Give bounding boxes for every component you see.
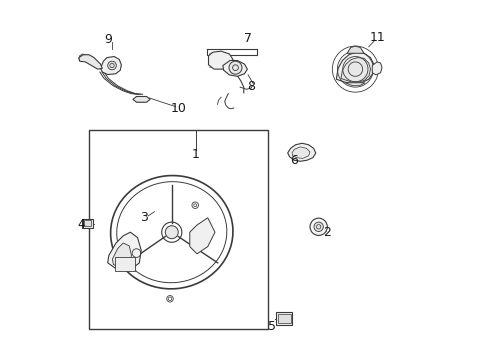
Bar — [83, 220, 91, 226]
Polygon shape — [287, 143, 315, 161]
Polygon shape — [133, 96, 150, 102]
Polygon shape — [101, 57, 121, 75]
Polygon shape — [345, 83, 365, 86]
Polygon shape — [346, 46, 363, 53]
Polygon shape — [189, 218, 215, 254]
Polygon shape — [107, 232, 141, 270]
Text: 6: 6 — [290, 154, 298, 167]
Bar — [82, 219, 93, 228]
Text: 3: 3 — [140, 211, 148, 224]
Circle shape — [313, 222, 323, 231]
Circle shape — [228, 61, 242, 74]
Polygon shape — [223, 60, 247, 76]
Text: 5: 5 — [268, 320, 276, 333]
Text: 10: 10 — [171, 102, 186, 115]
Text: 4: 4 — [78, 219, 85, 231]
Polygon shape — [79, 55, 102, 69]
Text: 1: 1 — [192, 148, 200, 161]
Text: 9: 9 — [103, 33, 111, 46]
Polygon shape — [291, 147, 309, 158]
Bar — [89, 130, 267, 329]
Bar — [115, 257, 134, 271]
Bar — [276, 312, 292, 325]
Text: 7: 7 — [244, 32, 252, 45]
Circle shape — [165, 226, 178, 239]
Polygon shape — [208, 51, 232, 69]
Text: 8: 8 — [246, 80, 254, 93]
Polygon shape — [112, 243, 131, 267]
Text: 2: 2 — [322, 226, 330, 239]
Bar — [277, 314, 290, 323]
Circle shape — [309, 218, 326, 235]
Polygon shape — [340, 58, 370, 82]
Circle shape — [107, 61, 116, 70]
Polygon shape — [336, 52, 373, 84]
Text: 11: 11 — [369, 31, 385, 44]
Polygon shape — [371, 62, 381, 75]
